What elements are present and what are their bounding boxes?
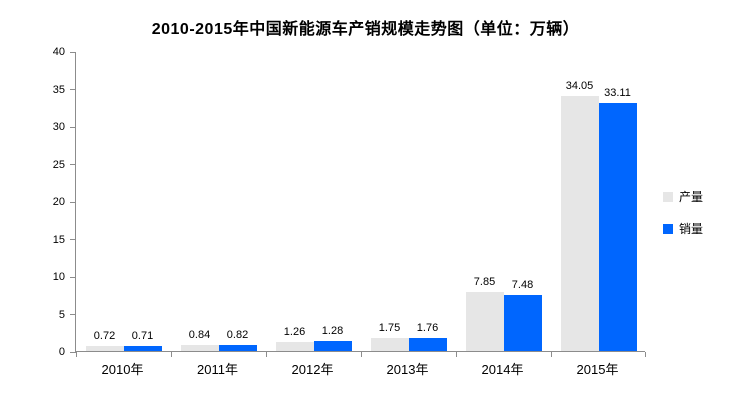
y-tick-label: 30 (52, 121, 65, 133)
y-tick-mark (70, 314, 76, 315)
legend-item-production: 产量 (663, 189, 703, 204)
bar-sales (218, 344, 257, 351)
x-tick-mark (361, 352, 362, 357)
category-label: 2013年 (386, 362, 429, 377)
legend: 产量 销量 (663, 189, 703, 253)
category-label: 2015年 (576, 362, 619, 377)
y-tick-mark (70, 126, 76, 128)
y-tick-label: 35 (52, 83, 65, 96)
y-tick-mark (70, 351, 76, 353)
category-label: 2012年 (291, 362, 334, 377)
bar-value-label: 1.76 (416, 321, 439, 334)
category-label: 2014年 (481, 362, 524, 377)
bar-sales (598, 102, 637, 351)
bar-value-label: 1.28 (321, 325, 344, 338)
legend-label: 产量 (679, 190, 704, 204)
bar-value-label: 0.71 (131, 329, 154, 342)
bar-sales (123, 345, 162, 351)
y-tick-label: 10 (52, 271, 65, 283)
bar-value-label: 0.84 (188, 328, 211, 341)
bar-value-label: 1.26 (283, 325, 306, 338)
plot-area: 0 5 10 15 20 25 30 35 40 0.72 0.71 0.84 0.82 1.26 1.28… (53, 46, 646, 358)
y-tick-label: 40 (52, 46, 65, 58)
x-tick-mark (76, 352, 77, 357)
x-tick-mark (266, 352, 267, 357)
bar-value-label: 0.82 (226, 328, 249, 341)
bar-production (180, 344, 219, 351)
x-tick-mark (171, 352, 172, 357)
bar-value-label: 7.48 (511, 278, 534, 291)
y-tick-mark (70, 276, 76, 278)
bar-value-label: 0.72 (93, 329, 116, 342)
bar-production (370, 337, 409, 351)
bar-value-label: 33.11 (604, 86, 631, 99)
bar-value-label: 1.75 (378, 321, 401, 334)
bar-production (560, 95, 599, 351)
category-label: 2011年 (197, 362, 238, 377)
y-tick-mark (70, 201, 76, 203)
x-tick-mark (645, 352, 646, 357)
x-tick-mark (456, 352, 457, 357)
y-tick-label: 25 (52, 158, 65, 171)
bar-production (465, 292, 504, 351)
legend-item-sales: 销量 (663, 221, 703, 236)
category-label: 2010年 (101, 362, 144, 377)
y-tick-mark (70, 239, 76, 240)
x-tick-mark (551, 352, 552, 357)
sales-swatch (663, 223, 673, 234)
bar-sales (408, 337, 447, 351)
bar-production (85, 345, 124, 351)
bar-value-label: 7.85 (473, 276, 496, 289)
production-swatch (663, 191, 673, 202)
y-tick-label: 5 (58, 308, 65, 321)
bar-value-label: 34.05 (565, 79, 594, 92)
chart-title: 2010-2015年中国新能源车产销规模走势图（单位：万辆） (151, 21, 580, 38)
bar-sales (313, 341, 352, 351)
legend-label: 销量 (679, 222, 704, 236)
y-tick-mark (70, 51, 76, 53)
y-tick-mark (70, 89, 76, 90)
y-tick-mark (70, 164, 76, 165)
bar-production (275, 341, 314, 351)
y-tick-label: 20 (52, 196, 65, 208)
y-tick-label: 0 (58, 346, 65, 358)
bar-sales (503, 294, 542, 351)
y-tick-label: 15 (52, 233, 65, 246)
